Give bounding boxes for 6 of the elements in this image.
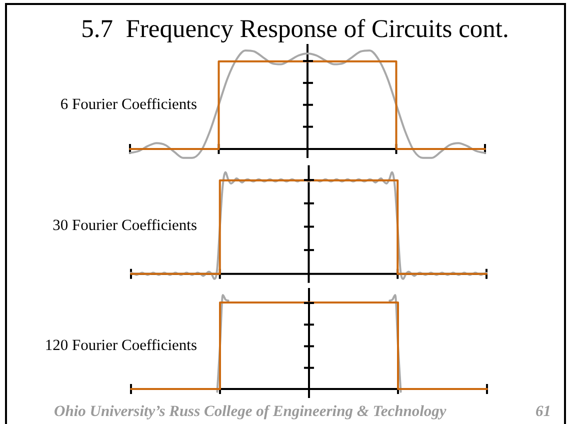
text: 61 [536,403,551,421]
text: Ohio University’s Russ College of Engineering & Technology [54,403,446,421]
y-axis-title: 30 Fourier Coefficients [52,217,197,235]
y-axis-title: 120 Fourier Coefficients [44,337,197,355]
chart-title: 5.7 Frequency Response of Circuits cont. [80,14,510,43]
y-axis-title: 6 Fourier Coefficients [60,96,197,114]
